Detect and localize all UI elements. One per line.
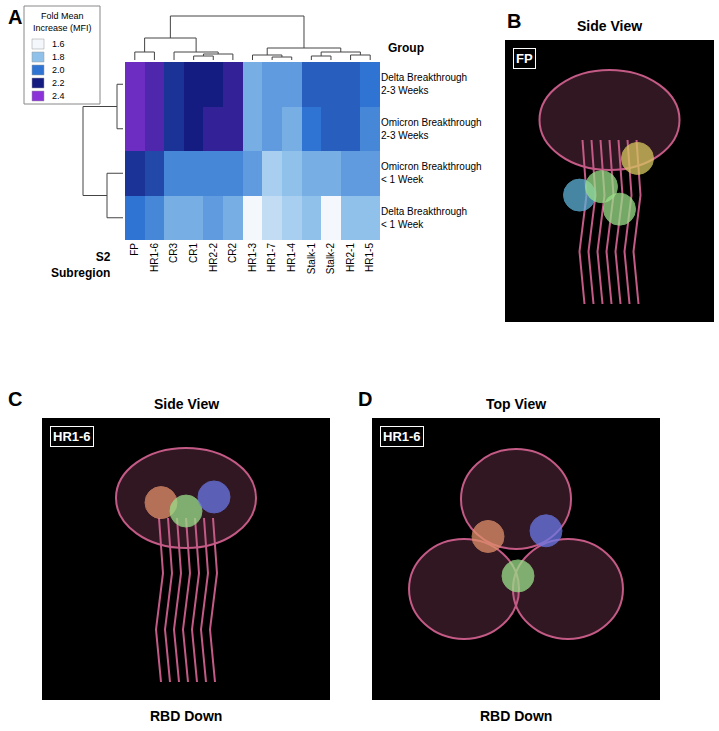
svg-text:2.4: 2.4 [52,91,65,101]
svg-text:Omicron Breakthrough< 1 Week: Omicron Breakthrough< 1 Week [381,161,482,185]
svg-text:S2Subregion: S2Subregion [51,250,111,280]
svg-text:HR1-7: HR1-7 [266,243,277,272]
svg-text:CR1: CR1 [188,243,199,263]
svg-text:2.2: 2.2 [52,78,65,88]
svg-text:CR2: CR2 [227,243,238,263]
svg-text:HR1-6: HR1-6 [383,429,421,444]
svg-text:HR1-3: HR1-3 [247,243,258,272]
svg-text:HR2-1: HR2-1 [345,243,356,272]
svg-text:RBD Down: RBD Down [150,708,222,724]
svg-text:Omicron Breakthrough2-3 Weeks: Omicron Breakthrough2-3 Weeks [381,117,482,141]
svg-text:1.8: 1.8 [52,52,65,62]
svg-text:C: C [8,388,22,410]
svg-text:HR1-6: HR1-6 [53,429,91,444]
svg-text:Top View: Top View [486,396,546,412]
svg-text:Delta Breakthrough< 1 Week: Delta Breakthrough< 1 Week [381,206,467,230]
svg-text:Side View: Side View [577,18,642,34]
svg-text:B: B [507,10,521,32]
svg-text:HR1-5: HR1-5 [364,243,375,272]
svg-text:Group: Group [388,41,424,55]
svg-text:HR1-4: HR1-4 [286,243,297,272]
svg-text:Delta Breakthrough2-3 Weeks: Delta Breakthrough2-3 Weeks [381,72,467,96]
svg-text:HR1-6: HR1-6 [149,243,160,272]
svg-text:Fold MeanIncrease (MFI): Fold MeanIncrease (MFI) [33,11,92,33]
svg-text:FP: FP [516,51,533,66]
svg-text:Stalk-2: Stalk-2 [325,243,336,275]
svg-text:1.6: 1.6 [52,39,65,49]
svg-text:RBD Down: RBD Down [480,708,552,724]
svg-text:2.0: 2.0 [52,65,65,75]
svg-text:Side View: Side View [154,396,219,412]
svg-text:Stalk-1: Stalk-1 [306,243,317,275]
svg-text:A: A [8,6,22,28]
svg-text:FP: FP [129,243,140,256]
svg-text:CR3: CR3 [168,243,179,263]
svg-text:D: D [358,388,372,410]
svg-text:HR2-2: HR2-2 [208,243,219,272]
